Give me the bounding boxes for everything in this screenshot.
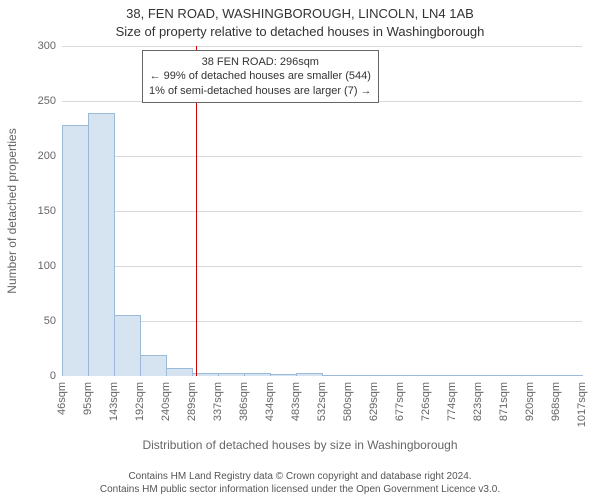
gridline <box>62 156 582 157</box>
y-tick-label: 200 <box>38 150 56 162</box>
y-tick-label: 100 <box>38 260 56 272</box>
y-tick-label: 250 <box>38 95 56 107</box>
x-tick-label: 774sqm <box>446 382 458 421</box>
x-tick-label: 629sqm <box>368 382 380 421</box>
histogram-bar <box>88 113 115 376</box>
histogram-bar <box>400 375 427 376</box>
y-axis-title: Number of detached properties <box>5 128 19 293</box>
histogram-bar <box>166 368 193 376</box>
x-tick-label: 968sqm <box>550 382 562 421</box>
x-tick-label: 677sqm <box>394 382 406 421</box>
x-tick-label: 580sqm <box>342 382 354 421</box>
x-tick-label: 46sqm <box>56 382 68 415</box>
x-tick-label: 240sqm <box>160 382 172 421</box>
histogram-bar <box>244 373 271 376</box>
histogram-bar <box>504 375 531 376</box>
x-tick-label: 483sqm <box>290 382 302 421</box>
x-tick-label: 337sqm <box>212 382 224 421</box>
x-tick-label: 386sqm <box>238 382 250 421</box>
x-tick-label: 289sqm <box>186 382 198 421</box>
histogram-bar <box>218 373 245 376</box>
chart-container: 38, FEN ROAD, WASHINGBOROUGH, LINCOLN, L… <box>0 0 600 500</box>
chart-title: 38, FEN ROAD, WASHINGBOROUGH, LINCOLN, L… <box>0 6 600 21</box>
x-tick-label: 532sqm <box>316 382 328 421</box>
histogram-bar <box>556 375 583 376</box>
x-tick-label: 871sqm <box>498 382 510 421</box>
histogram-bar <box>348 375 375 376</box>
histogram-bar <box>62 125 89 376</box>
x-axis-title: Distribution of detached houses by size … <box>0 438 600 452</box>
x-tick-label: 192sqm <box>134 382 146 421</box>
footer-line1: Contains HM Land Registry data © Crown c… <box>0 470 600 483</box>
x-tick-label: 920sqm <box>524 382 536 421</box>
annotation-box: 38 FEN ROAD: 296sqm← 99% of detached hou… <box>142 50 379 103</box>
histogram-bar <box>374 375 401 376</box>
chart-subtitle: Size of property relative to detached ho… <box>0 24 600 39</box>
histogram-bar <box>426 375 453 376</box>
gridline <box>62 46 582 47</box>
histogram-bar <box>452 375 479 376</box>
y-tick-label: 150 <box>38 205 56 217</box>
histogram-bar <box>270 374 297 376</box>
y-tick-label: 50 <box>44 315 56 327</box>
footer-attribution: Contains HM Land Registry data © Crown c… <box>0 470 600 496</box>
histogram-bar <box>322 375 349 376</box>
x-tick-label: 823sqm <box>472 382 484 421</box>
x-tick-label: 1017sqm <box>576 382 588 427</box>
y-tick-label: 300 <box>38 40 56 52</box>
annotation-line: 1% of semi-detached houses are larger (7… <box>149 84 372 98</box>
histogram-bar <box>140 355 167 376</box>
histogram-bar <box>530 375 557 376</box>
x-tick-label: 434sqm <box>264 382 276 421</box>
histogram-bar <box>296 373 323 376</box>
footer-line2: Contains HM public sector information li… <box>0 483 600 496</box>
x-tick-label: 95sqm <box>82 382 94 415</box>
y-tick-label: 0 <box>50 370 56 382</box>
histogram-bar <box>114 315 141 377</box>
histogram-bar <box>478 375 505 376</box>
annotation-line: ← 99% of detached houses are smaller (54… <box>149 69 372 83</box>
x-tick-label: 726sqm <box>420 382 432 421</box>
annotation-line: 38 FEN ROAD: 296sqm <box>149 55 372 69</box>
plot-area: 05010015020025030046sqm95sqm143sqm192sqm… <box>62 46 582 376</box>
x-tick-label: 143sqm <box>108 382 120 421</box>
gridline <box>62 211 582 212</box>
gridline <box>62 266 582 267</box>
